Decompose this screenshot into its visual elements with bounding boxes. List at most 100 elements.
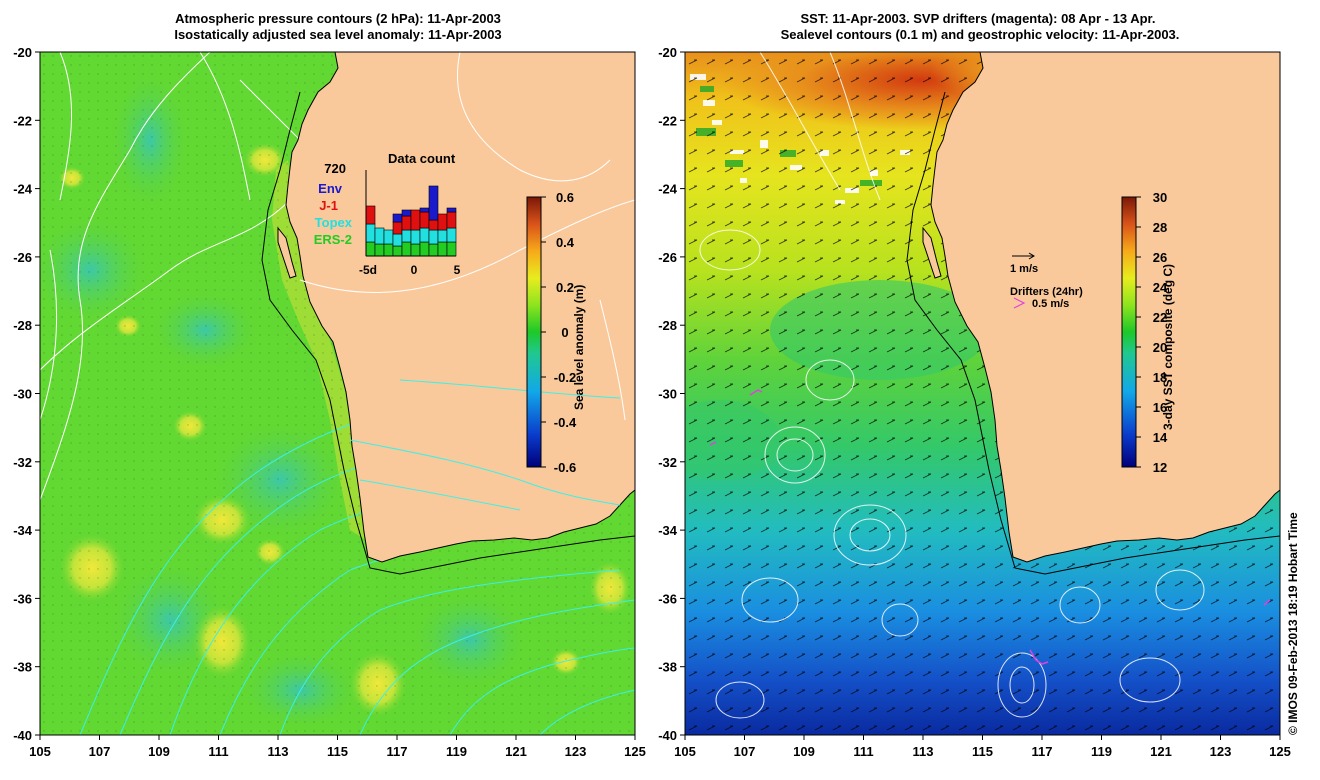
right-cb-label: 28 <box>1153 220 1167 235</box>
right-ytick-label: -40 <box>658 728 677 743</box>
pressure-contours <box>40 52 301 501</box>
left-ytick-label: -32 <box>13 455 32 470</box>
right-xtick-label: 115 <box>972 744 993 759</box>
left-ytick-label: -22 <box>13 113 32 128</box>
inset-bar <box>401 229 412 243</box>
right-xtick-label: 117 <box>1032 744 1053 759</box>
left-title-line2: Isostatically adjusted sea level anomaly… <box>174 27 502 42</box>
left-ytick-label: -28 <box>13 318 32 333</box>
inset-bar <box>392 245 403 257</box>
right-cb-label: 26 <box>1153 250 1167 265</box>
right-xtick-label: 113 <box>913 744 934 759</box>
left-cb-label: -0.6 <box>554 460 576 475</box>
left-xtick-label: 109 <box>148 744 170 759</box>
inset-bar <box>428 219 439 231</box>
left-xtick-label: 119 <box>446 744 467 759</box>
inset-bar <box>446 211 457 229</box>
right-cb-label: 30 <box>1153 190 1167 205</box>
right-xtick-label: 119 <box>1091 744 1112 759</box>
right-colorbar: 30 28 26 24 22 20 18 16 14 12 <box>1121 190 1168 475</box>
right-cb-label: 22 <box>1153 310 1167 325</box>
right-ytick-label: -22 <box>658 113 677 128</box>
right-ytick-label: -30 <box>658 387 677 402</box>
inset-bar <box>419 241 430 257</box>
right-title-line1: SST: 11-Apr-2003. SVP drifters (magenta)… <box>800 11 1156 26</box>
inset-bar <box>446 241 457 257</box>
drifter-scale-icon <box>1013 297 1026 309</box>
inset-xtick-1: 0 <box>411 263 418 277</box>
inset-bar <box>437 213 448 231</box>
legend-env: Env <box>318 181 343 196</box>
inset-bar <box>392 221 403 235</box>
left-axes: 105 107 109 111 113 115 117 119 121 123 125 -20 -22 -… <box>13 45 646 759</box>
inset-bar <box>383 229 394 245</box>
left-cb-label: 0 <box>561 325 568 340</box>
left-cb-label: -0.4 <box>554 415 577 430</box>
inset-bar <box>419 227 430 243</box>
left-ytick-label: -34 <box>13 523 33 538</box>
left-ytick-label: -38 <box>13 660 32 675</box>
left-cb-label: 0.4 <box>556 235 575 250</box>
left-cb-label: 0.6 <box>556 190 574 205</box>
inset-title: Data count <box>388 151 456 166</box>
right-ytick-label: -24 <box>658 182 678 197</box>
right-ytick-label: -26 <box>658 250 677 265</box>
left-xtick-label: 113 <box>268 744 289 759</box>
left-xtick-label: 121 <box>505 744 527 759</box>
inset-xtick-2: 5 <box>454 263 461 277</box>
left-xtick-label: 115 <box>327 744 348 759</box>
sealevel-contours <box>699 52 1205 719</box>
right-xtick-label: 111 <box>853 744 873 759</box>
inset-bar <box>392 213 403 223</box>
legend-ers2: ERS-2 <box>314 232 352 247</box>
right-xtick-label: 105 <box>674 744 696 759</box>
inset-bar <box>428 243 439 257</box>
left-title-line1: Atmospheric pressure contours (2 hPa): 1… <box>175 11 501 26</box>
inset-bar <box>365 241 376 257</box>
inset-bar <box>428 185 439 221</box>
right-cb-label: 18 <box>1153 370 1167 385</box>
right-xtick-label: 109 <box>793 744 815 759</box>
inset-bar <box>428 229 439 245</box>
right-title-line2: Sealevel contours (0.1 m) and geostrophi… <box>780 27 1180 42</box>
inset-bar <box>392 233 403 247</box>
left-colorbar-label: Sea level anomaly (m) <box>572 285 586 410</box>
inset-bar <box>374 227 385 245</box>
left-colorbar: 0.6 0.4 0.2 0 -0.2 -0.4 -0.6 <box>526 190 577 475</box>
inset-bar <box>365 223 376 243</box>
right-ytick-label: -32 <box>658 455 677 470</box>
inset-max-label: 720 <box>324 161 346 176</box>
left-xtick-label: 123 <box>565 744 587 759</box>
inset-bar <box>410 209 421 231</box>
left-map <box>39 51 636 736</box>
right-xtick-label: 107 <box>734 744 756 759</box>
left-ytick-label: -24 <box>13 182 33 197</box>
left-ytick-label: -36 <box>13 591 32 606</box>
legend-j1: J-1 <box>319 198 338 213</box>
right-xtick-label: 125 <box>1269 744 1291 759</box>
left-xtick-label: 117 <box>387 744 408 759</box>
right-ytick-label: -28 <box>658 318 677 333</box>
inset-bar <box>419 207 430 213</box>
inset-bar <box>446 227 457 243</box>
inset-bar <box>437 229 448 243</box>
data-count-inset <box>365 170 457 257</box>
inset-bar <box>374 243 385 257</box>
inset-bar <box>401 215 412 231</box>
right-xtick-label: 123 <box>1210 744 1232 759</box>
inset-xtick-0: -5d <box>359 263 377 277</box>
left-cb-label: 0.2 <box>556 280 574 295</box>
drifters-label: Drifters (24hr) <box>1010 286 1083 298</box>
right-xtick-label: 121 <box>1150 744 1172 759</box>
right-cb-label: 20 <box>1153 340 1167 355</box>
right-cb-label: 14 <box>1153 430 1168 445</box>
velocity-scale-label: 1 m/s <box>1010 263 1038 275</box>
right-ytick-label: -38 <box>658 660 677 675</box>
left-xtick-label: 125 <box>624 744 646 759</box>
right-cb-label: 24 <box>1153 280 1168 295</box>
left-ytick-label: -30 <box>13 387 32 402</box>
left-xtick-label: 107 <box>89 744 111 759</box>
left-xtick-label: 105 <box>29 744 51 759</box>
svp-drifters <box>709 389 1271 665</box>
inset-bar <box>437 241 448 257</box>
